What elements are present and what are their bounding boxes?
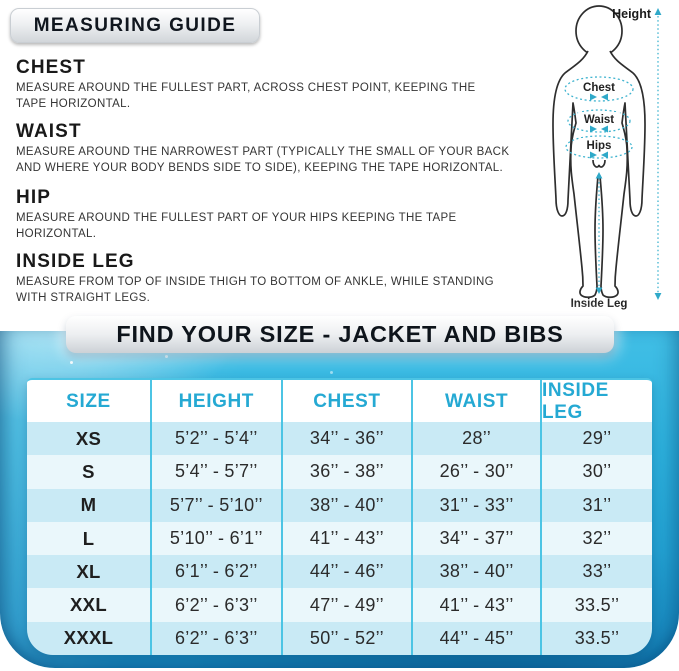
waist-arrows-icon — [590, 125, 608, 133]
inside-leg-arrow-down-icon — [595, 287, 603, 294]
waist-cell: 31’’ - 33’’ — [413, 488, 542, 522]
height-arrow-down-icon — [654, 293, 662, 300]
height-cell: 5’7’’ - 5’10’’ — [152, 488, 283, 522]
inside-leg-cell: 33.5’’ — [574, 627, 620, 648]
height-cell: 6’2’’ - 6’3’’ — [152, 588, 283, 622]
height-cell: 5’10’’ - 6’1’’ — [152, 521, 283, 556]
table-body: XS 5’2’’ - 5’4’’ 34’’ - 36’’ 28’’ 29’’ S 5’4’’… — [27, 422, 652, 656]
column-header-height: HEIGHT — [152, 380, 283, 424]
inside-leg-cell: 33’’ — [582, 561, 612, 582]
height-cell: 5’4’’ - 5’7’’ — [152, 455, 283, 489]
waist-cell: 41’’ - 43’’ — [413, 588, 542, 622]
inside-leg-cell: 33.5’’ — [574, 594, 620, 615]
inside-leg-cell: 29’’ — [582, 428, 612, 449]
inside-leg-description: MEASURE FROM TOP OF INSIDE THIGH TO BOTT… — [16, 276, 494, 304]
size-cell: S — [27, 455, 152, 489]
waist-cell: 26’’ - 30’’ — [413, 455, 542, 489]
table-header-row: SIZE HEIGHT CHEST WAIST INSIDE LEG — [27, 380, 652, 424]
waist-description: MEASURE AROUND THE NARROWEST PART (TYPIC… — [16, 146, 510, 174]
chest-figure-label: Chest — [583, 82, 615, 94]
column-header-waist: WAIST — [413, 380, 542, 424]
inside-leg-cell: 30’’ — [582, 461, 612, 482]
size-cell: XS — [27, 422, 152, 456]
hips-figure-label: Hips — [587, 140, 612, 152]
waist-cell: 38’’ - 40’’ — [413, 555, 542, 589]
height-cell: 5’2’’ - 5’4’’ — [152, 422, 283, 456]
hip-heading: HIP — [16, 187, 51, 208]
hips-arrows-icon — [590, 151, 608, 159]
inside-leg-cell: 32’’ — [582, 528, 612, 549]
table-row: L 5’10’’ - 6’1’’ 41’’ - 43’’ 34’’ - 37’’ 32’… — [27, 521, 652, 556]
waist-measure-ellipse — [567, 109, 631, 133]
height-cell: 6’2’’ - 6’3’’ — [152, 621, 283, 656]
find-your-size-banner: FIND YOUR SIZE - JACKET AND BIBS — [66, 316, 614, 353]
table-row: XXXL 6’2’’ - 6’3’’ 50’’ - 52’’ 44’’ - 45’’ 3… — [27, 621, 652, 656]
waist-cell: 34’’ - 37’’ — [413, 521, 542, 556]
waist-cell: 28’’ — [413, 422, 542, 456]
chest-description: MEASURE AROUND THE FULLEST PART, ACROSS … — [16, 82, 476, 110]
size-cell: M — [27, 488, 152, 522]
waist-heading: WAIST — [16, 121, 82, 142]
body-measurement-diagram-icon: Chest Waist Hips Inside Leg Height — [552, 5, 662, 310]
measuring-guide-title: MEASURING GUIDE — [10, 8, 260, 43]
height-figure-label: Height — [612, 7, 652, 21]
table-row: S 5’4’’ - 5’7’’ 36’’ - 38’’ 26’’ - 30’’ 30’’ — [27, 455, 652, 489]
size-cell: XXXL — [27, 621, 152, 656]
chest-measure-ellipse — [564, 76, 634, 102]
chest-heading: CHEST — [16, 57, 86, 78]
size-cell: L — [27, 521, 152, 556]
size-cell: XXL — [27, 588, 152, 622]
column-header-chest: CHEST — [283, 380, 414, 424]
chest-cell: 34’’ - 36’’ — [283, 422, 414, 456]
table-row: M 5’7’’ - 5’10’’ 38’’ - 40’’ 31’’ - 33’’ 31’… — [27, 488, 652, 522]
table-row: XL 6’1’’ - 6’2’’ 44’’ - 46’’ 38’’ - 40’’ 33’… — [27, 555, 652, 589]
hips-measure-ellipse — [565, 135, 633, 159]
column-header-size: SIZE — [27, 380, 152, 424]
chest-cell: 44’’ - 46’’ — [283, 555, 414, 589]
chest-cell: 50’’ - 52’’ — [283, 621, 414, 656]
height-cell: 6’1’’ - 6’2’’ — [152, 555, 283, 589]
chest-cell: 36’’ - 38’’ — [283, 455, 414, 489]
inside-leg-arrow-up-icon — [595, 172, 603, 179]
chest-cell: 47’’ - 49’’ — [283, 588, 414, 622]
size-table: SIZE HEIGHT CHEST WAIST INSIDE LEG XS 5’2… — [27, 378, 652, 656]
height-arrow-up-icon — [654, 8, 662, 15]
hip-description: MEASURE AROUND THE FULLEST PART OF YOUR … — [16, 212, 457, 240]
figure-crotch-line — [592, 159, 606, 168]
table-row: XS 5’2’’ - 5’4’’ 34’’ - 36’’ 28’’ 29’’ — [27, 422, 652, 456]
waist-cell: 44’’ - 45’’ — [413, 621, 542, 656]
table-row: XXL 6’2’’ - 6’3’’ 47’’ - 49’’ 41’’ - 43’’ 33… — [27, 588, 652, 622]
chest-arrows-icon — [590, 93, 608, 101]
inside-leg-heading: INSIDE LEG — [16, 251, 135, 272]
size-cell: XL — [27, 555, 152, 589]
inside-leg-figure-label: Inside Leg — [571, 298, 628, 310]
inside-leg-cell: 31’’ — [582, 494, 612, 515]
column-header-inside-leg: INSIDE LEG — [542, 380, 609, 423]
chest-cell: 41’’ - 43’’ — [283, 521, 414, 556]
chest-cell: 38’’ - 40’’ — [283, 488, 414, 522]
waist-figure-label: Waist — [584, 114, 614, 126]
